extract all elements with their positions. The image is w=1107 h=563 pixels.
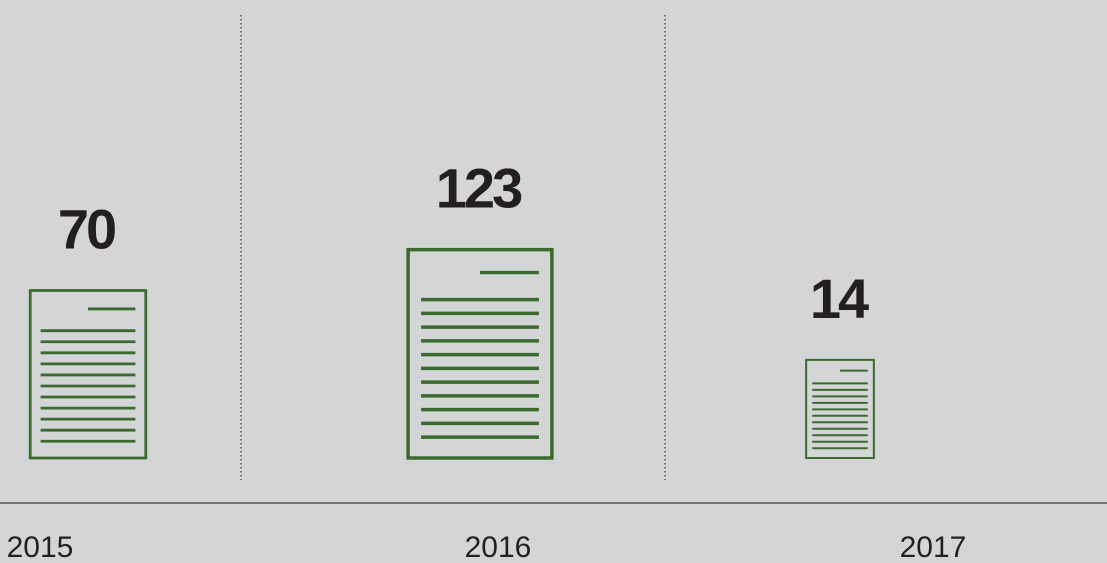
value-label: 123	[436, 157, 522, 220]
document-icon	[805, 358, 875, 460]
icon-part	[406, 247, 554, 460]
category-label: 2015	[7, 531, 74, 563]
category-label: 2016	[465, 531, 532, 563]
document-icon	[406, 247, 554, 460]
icon-part	[28, 289, 148, 460]
icon-part	[805, 358, 875, 460]
value-label: 70	[58, 198, 115, 261]
value-label: 14	[810, 267, 869, 330]
category-label: 2017	[900, 531, 967, 563]
document-icon	[28, 289, 148, 460]
